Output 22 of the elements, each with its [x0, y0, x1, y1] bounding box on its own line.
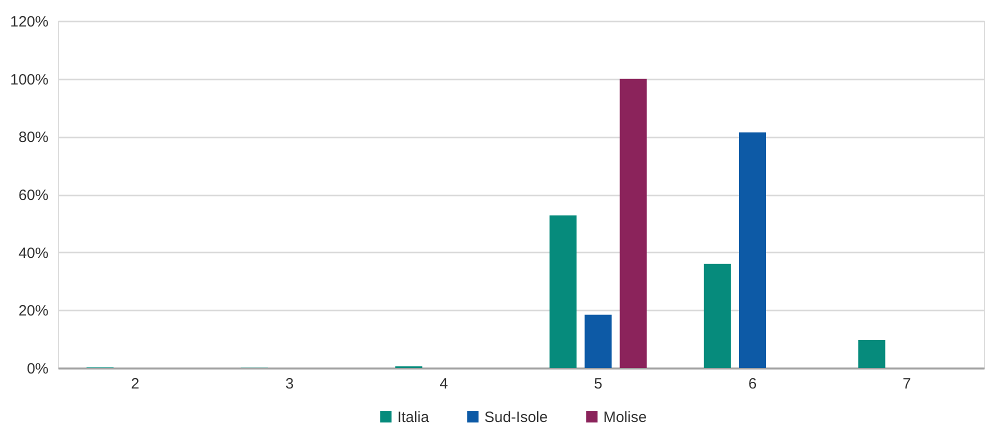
bar	[550, 215, 577, 368]
x-tick-label: 6	[748, 376, 757, 392]
y-tick-label: 120%	[10, 14, 48, 30]
x-tick-label: 5	[594, 376, 602, 392]
x-tick-label: 7	[902, 376, 912, 392]
y-tick-label: 80%	[18, 129, 48, 146]
y-tick-label: 60%	[18, 187, 48, 204]
y-tick-label: 0%	[26, 360, 48, 378]
x-tick-label: 3	[285, 376, 294, 392]
x-tick-label: 4	[440, 376, 448, 392]
legend-label: Sud-Isole	[484, 408, 548, 426]
y-tick-label: 20%	[18, 302, 48, 320]
bar	[620, 78, 647, 368]
bar	[738, 132, 766, 368]
bar	[858, 340, 886, 368]
legend-label: Molise	[603, 408, 647, 426]
bar	[704, 264, 731, 368]
y-tick-label: 100%	[10, 71, 48, 88]
legend-label: Italia	[397, 408, 430, 426]
y-tick-label: 40%	[18, 244, 48, 262]
x-tick-label: 2	[130, 376, 140, 392]
bar	[584, 314, 612, 368]
